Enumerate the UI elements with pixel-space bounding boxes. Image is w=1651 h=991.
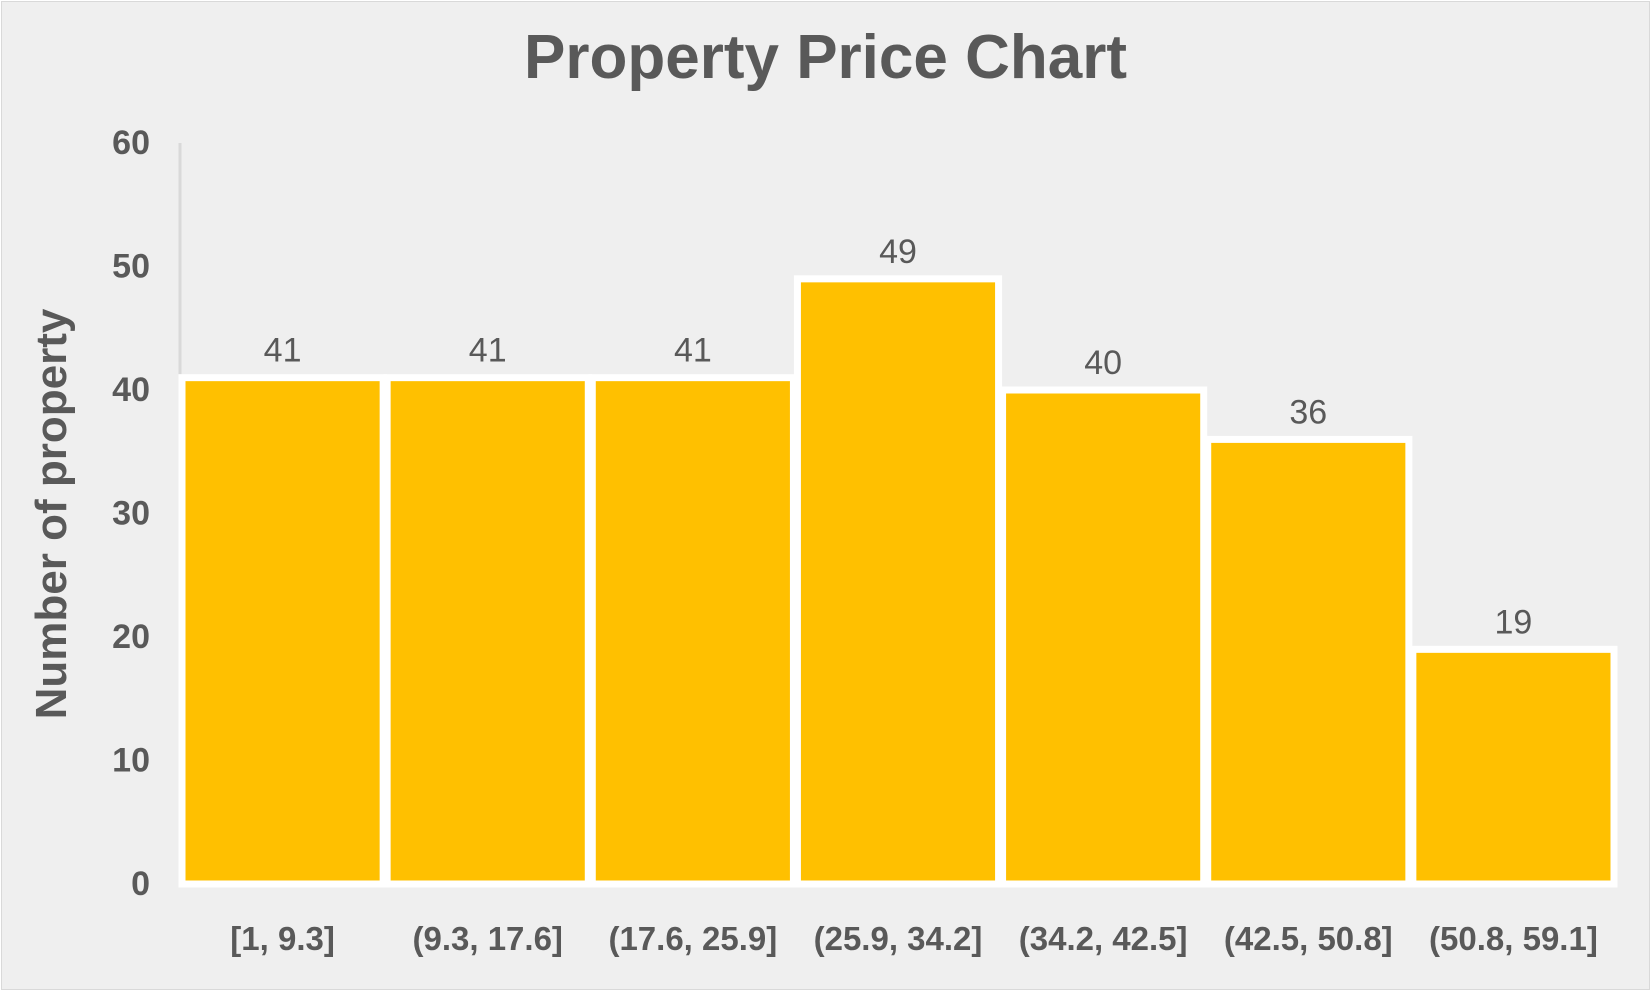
y-tick-label: 40 <box>112 371 150 409</box>
x-tick-label: (34.2, 42.5] <box>1019 920 1188 957</box>
data-label: 41 <box>469 332 507 370</box>
data-label: 40 <box>1084 344 1122 382</box>
data-label: 49 <box>879 233 917 271</box>
y-tick-label: 30 <box>112 495 150 533</box>
y-tick-label: 50 <box>112 248 150 286</box>
data-label: 36 <box>1289 393 1327 431</box>
y-tick-labels: 0 10 20 30 40 50 60 <box>112 124 150 903</box>
y-tick-label: 60 <box>112 124 150 162</box>
bars <box>182 279 1614 884</box>
x-tick-label: (9.3, 17.6] <box>413 920 563 957</box>
bar <box>387 378 588 884</box>
y-tick-label: 20 <box>112 618 150 656</box>
data-label: 41 <box>674 332 712 370</box>
bar <box>1413 649 1614 884</box>
bar <box>1003 390 1204 884</box>
bar <box>592 378 793 884</box>
data-label: 41 <box>264 332 302 370</box>
x-tick-labels: [1, 9.3] (9.3, 17.6] (17.6, 25.9] (25.9, 34… <box>230 920 1598 957</box>
x-tick-label: (17.6, 25.9] <box>608 920 777 957</box>
x-tick-label: (42.5, 50.8] <box>1224 920 1393 957</box>
data-label: 19 <box>1495 603 1533 641</box>
x-tick-label: [1, 9.3] <box>230 920 335 957</box>
x-tick-label: (50.8, 59.1] <box>1429 920 1598 957</box>
x-tick-label: (25.9, 34.2] <box>814 920 983 957</box>
bar <box>1208 439 1409 884</box>
bar <box>797 279 998 884</box>
y-tick-label: 0 <box>131 865 150 903</box>
bar <box>182 378 383 884</box>
y-tick-label: 10 <box>112 742 150 780</box>
